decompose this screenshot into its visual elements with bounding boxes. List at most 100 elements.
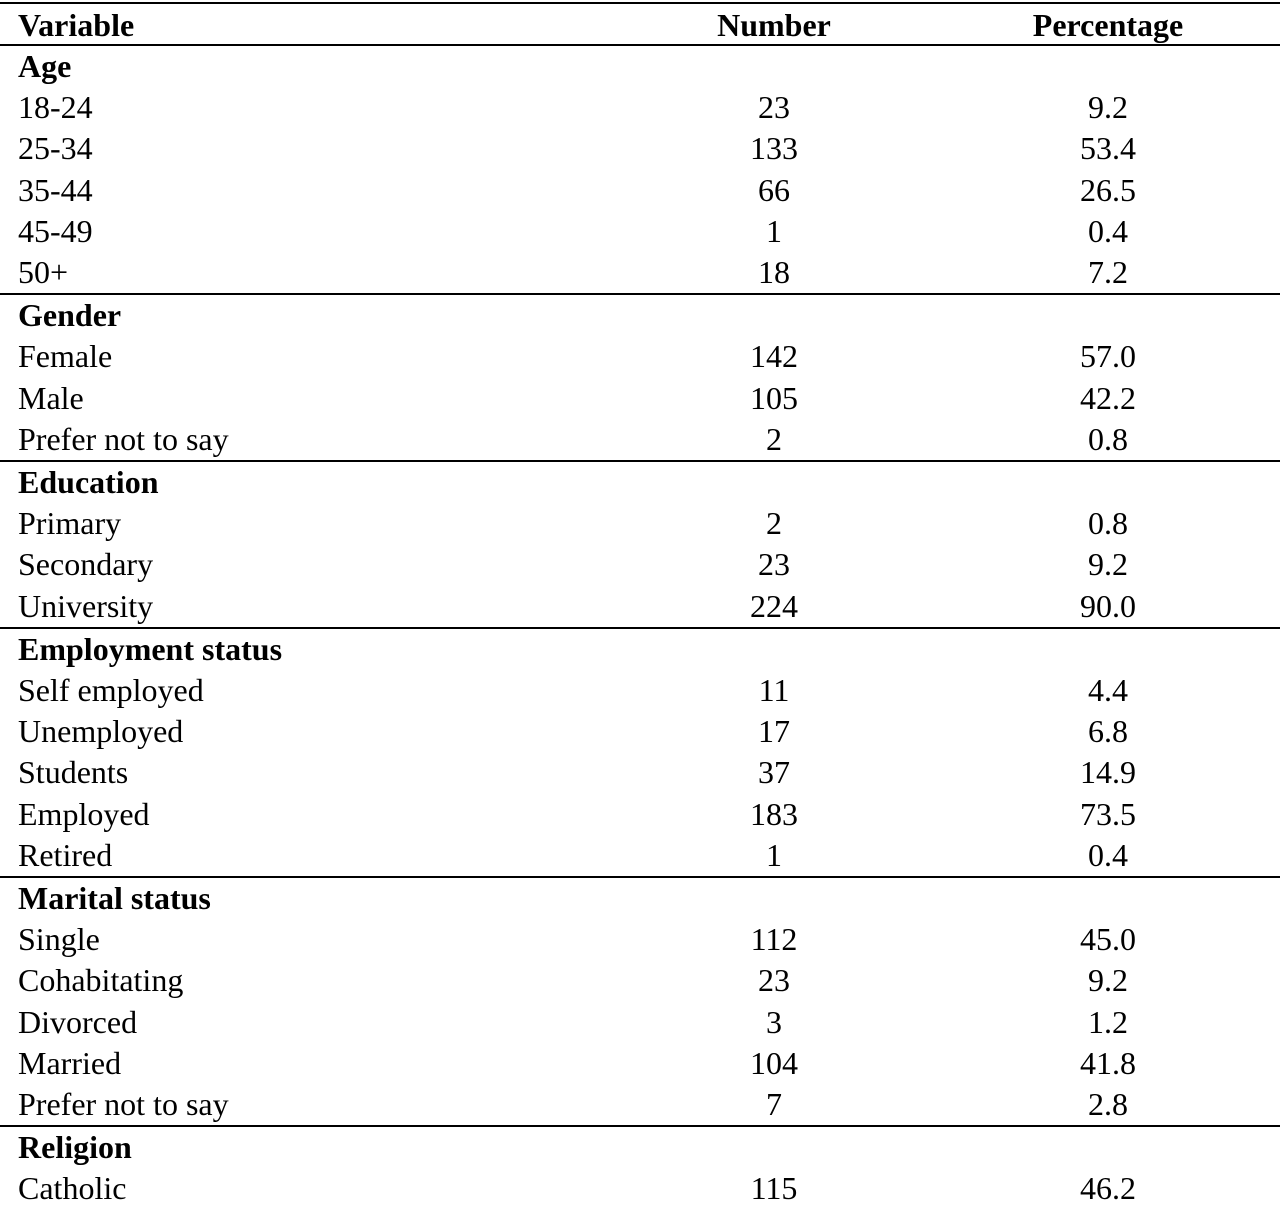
row-percentage: 45.0 xyxy=(1080,921,1136,958)
table-row: Prefer not to say 7 2.8 xyxy=(0,1084,1280,1125)
row-percentage: 41.8 xyxy=(1080,1044,1136,1081)
section-rule xyxy=(0,876,1280,878)
header-row: Variable Number Percentage xyxy=(0,5,1280,46)
row-label: Retired xyxy=(18,836,113,873)
row-number: 23 xyxy=(758,962,790,999)
section-title: Gender xyxy=(18,297,122,334)
row-number: 224 xyxy=(750,587,798,624)
table-row: Single 112 45.0 xyxy=(0,919,1280,960)
row-number: 112 xyxy=(750,921,798,958)
row-label: Female xyxy=(18,338,113,375)
row-number: 142 xyxy=(750,338,798,375)
table-row: Female 142 57.0 xyxy=(0,336,1280,377)
row-percentage: 42.2 xyxy=(1080,379,1136,416)
header-variable: Variable xyxy=(18,7,135,43)
section-heading: Marital status xyxy=(0,878,1280,919)
table-row: Prefer not to say 2 0.8 xyxy=(0,419,1280,460)
row-number: 11 xyxy=(758,672,790,708)
row-label: Self employed xyxy=(18,672,204,708)
row-percentage: 9.2 xyxy=(1088,546,1128,583)
row-label: Single xyxy=(18,921,100,958)
table-row: Retired 1 0.4 xyxy=(0,835,1280,876)
section-rule xyxy=(0,293,1280,296)
header-percentage: Percentage xyxy=(1032,7,1184,43)
table-row: 50+ 18 7.2 xyxy=(0,252,1280,293)
row-label: Prefer not to say xyxy=(18,1086,229,1122)
row-number: 115 xyxy=(750,1170,798,1207)
row-label: Married xyxy=(18,1044,122,1081)
row-number: 133 xyxy=(750,130,798,167)
row-number: 2 xyxy=(766,505,782,542)
row-percentage: 6.8 xyxy=(1088,713,1128,750)
row-percentage: 53.4 xyxy=(1080,130,1136,167)
row-percentage: 4.4 xyxy=(1088,672,1128,708)
row-label: 50+ xyxy=(18,254,69,290)
header-number: Number xyxy=(717,7,831,43)
row-percentage: 0.4 xyxy=(1088,212,1128,249)
row-label: Divorced xyxy=(18,1003,138,1040)
row-number: 18 xyxy=(758,254,790,290)
section-rule xyxy=(0,626,1280,629)
table-row: Male 105 42.2 xyxy=(0,378,1280,419)
row-percentage: 2.8 xyxy=(1088,1086,1128,1122)
row-percentage: 9.2 xyxy=(1088,962,1128,999)
section-title: Education xyxy=(18,464,159,500)
row-number: 17 xyxy=(758,713,790,750)
row-label: Cohabitating xyxy=(18,962,184,999)
row-percentage: 57.0 xyxy=(1080,338,1136,375)
row-number: 23 xyxy=(758,89,790,126)
top-rule xyxy=(0,2,1280,4)
row-label: Male xyxy=(18,379,84,416)
row-label: Catholic xyxy=(18,1170,127,1207)
section-heading: Religion xyxy=(0,1127,1280,1168)
table-row: Cohabitating 23 9.2 xyxy=(0,960,1280,1001)
section-heading: Employment status xyxy=(0,629,1280,670)
row-number: 1 xyxy=(766,836,782,873)
row-percentage: 46.2 xyxy=(1080,1170,1136,1207)
table-row: University 224 90.0 xyxy=(0,586,1280,627)
table-row: Unemployed 17 6.8 xyxy=(0,711,1280,752)
row-number: 104 xyxy=(750,1044,798,1081)
row-number: 37 xyxy=(758,754,790,791)
table-row: 18-24 23 9.2 xyxy=(0,87,1280,128)
row-label: Students xyxy=(18,754,129,791)
row-number: 183 xyxy=(750,795,798,832)
table-row: Employed 183 73.5 xyxy=(0,794,1280,835)
row-percentage: 0.8 xyxy=(1088,505,1128,542)
row-percentage: 26.5 xyxy=(1080,171,1136,208)
row-label: 35-44 xyxy=(18,171,93,208)
table-row: 25-34 133 53.4 xyxy=(0,128,1280,169)
row-label: 18-24 xyxy=(18,89,93,126)
section-title: Employment status xyxy=(18,630,283,667)
table-row: 45-49 1 0.4 xyxy=(0,211,1280,252)
row-percentage: 0.8 xyxy=(1088,420,1128,457)
row-label: 45-49 xyxy=(18,212,93,249)
table-row: Primary 2 0.8 xyxy=(0,503,1280,544)
table-row: Catholic 115 46.2 xyxy=(0,1168,1280,1209)
row-percentage: 90.0 xyxy=(1080,587,1136,624)
row-label: Prefer not to say xyxy=(18,420,229,457)
table-row: Divorced 3 1.2 xyxy=(0,1002,1280,1043)
section-heading: Gender xyxy=(0,295,1280,336)
table-row: Secondary 23 9.2 xyxy=(0,544,1280,585)
row-percentage: 7.2 xyxy=(1088,254,1128,290)
table-row: Students 37 14.9 xyxy=(0,752,1280,793)
row-label: Secondary xyxy=(18,546,154,583)
row-number: 3 xyxy=(766,1003,782,1040)
section-heading: Education xyxy=(0,462,1280,503)
section-title: Marital status xyxy=(18,880,211,916)
row-label: Employed xyxy=(18,795,150,832)
row-percentage: 14.9 xyxy=(1080,754,1136,791)
section-title: Age xyxy=(18,48,72,84)
section-rule xyxy=(0,460,1280,462)
section-rule xyxy=(0,1125,1280,1128)
row-percentage: 73.5 xyxy=(1080,795,1136,832)
table-row: Married 104 41.8 xyxy=(0,1043,1280,1084)
row-number: 2 xyxy=(766,420,782,457)
row-number: 1 xyxy=(766,212,782,249)
row-label: Primary xyxy=(18,505,122,542)
row-label: Unemployed xyxy=(18,713,184,750)
row-number: 66 xyxy=(758,171,790,208)
row-number: 7 xyxy=(766,1086,782,1122)
section-title: Religion xyxy=(18,1129,132,1166)
